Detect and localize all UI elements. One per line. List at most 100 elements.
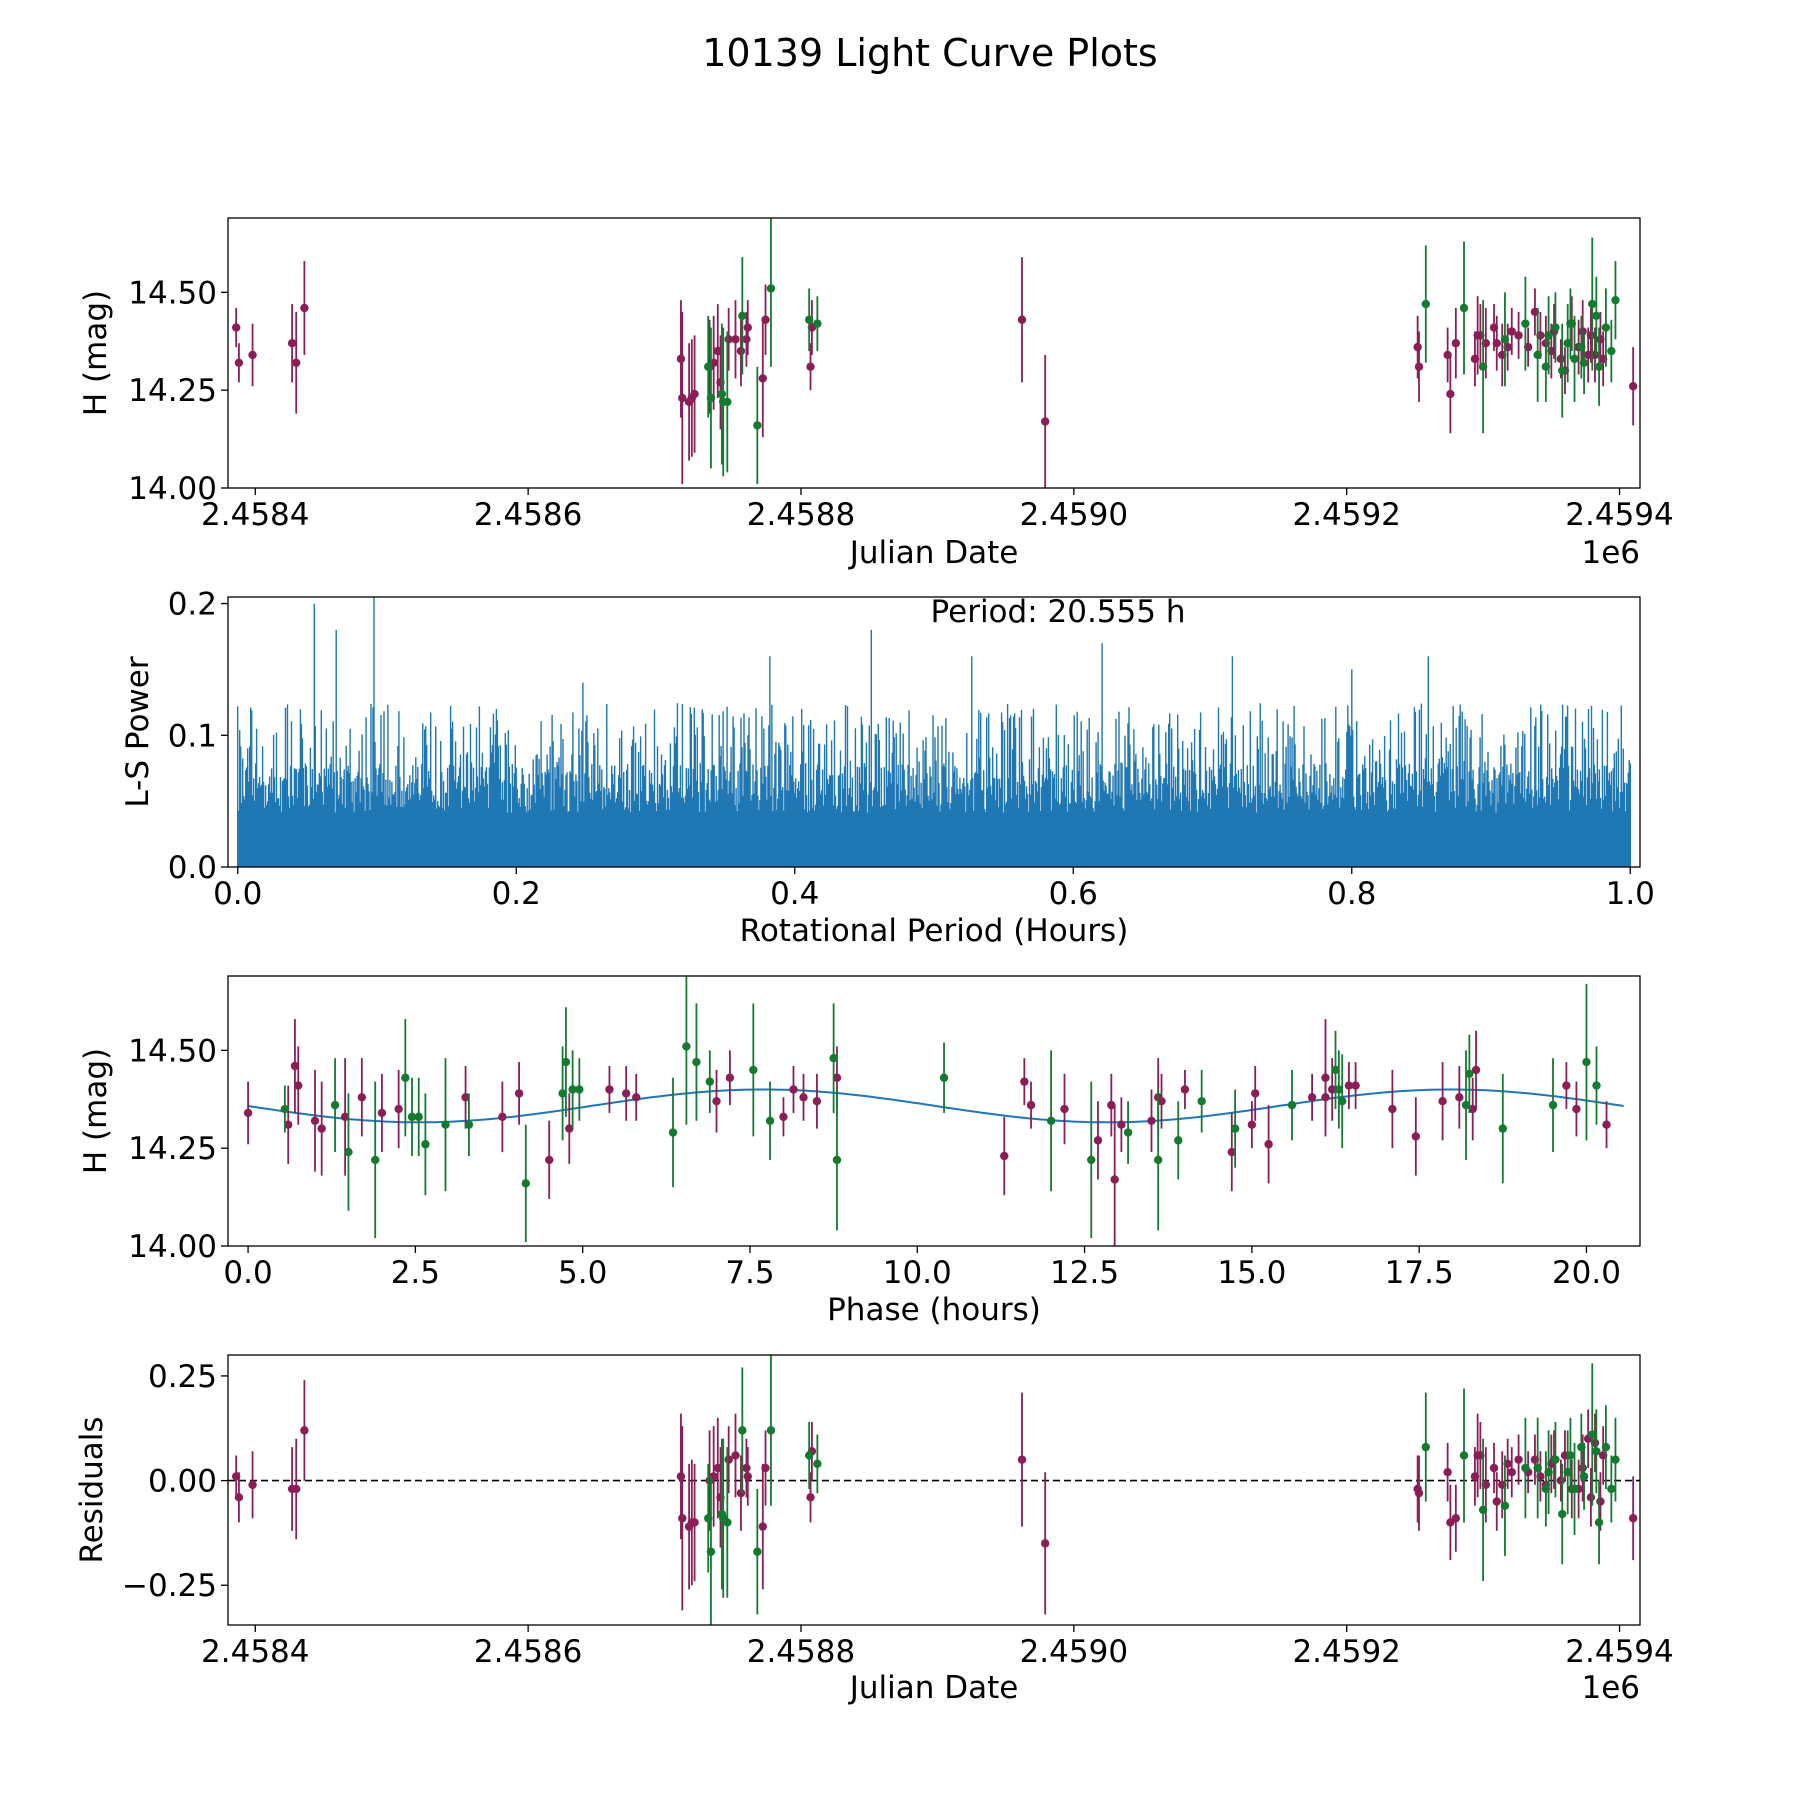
band_b-point [464, 1120, 474, 1129]
band_b-point [939, 1073, 949, 1082]
band_a-point [1578, 1463, 1587, 1473]
periodogram-x-ticks: 0.0 0.2 0.4 0.6 0.8 1.0 [213, 867, 1655, 912]
band_a-point [731, 335, 740, 344]
band_a-point [231, 323, 241, 332]
band_a-point [1507, 1468, 1516, 1477]
band_a-point [1471, 1065, 1481, 1075]
band_b-point [738, 311, 747, 321]
residuals-x-offset: 1e6 [1581, 1670, 1640, 1706]
band_a-point [248, 350, 257, 360]
band_a-point [1455, 1093, 1464, 1102]
band_b-point [441, 1120, 450, 1129]
band_a-point [1492, 1497, 1501, 1506]
band_a-point [761, 315, 770, 324]
band_a-point [806, 1493, 815, 1502]
band_b-point [1334, 1085, 1344, 1094]
band_a-point [1413, 342, 1422, 352]
y-tick-label: 0.2 [168, 587, 217, 623]
x-tick-label: 2.4590 [1020, 497, 1128, 533]
band_a-point [1443, 1468, 1452, 1477]
y-tick-label: 14.25 [128, 373, 217, 409]
band_b-point [1544, 331, 1553, 340]
band_a-point [1438, 1097, 1447, 1106]
data-layer [243, 976, 1624, 1246]
x-tick-label: 2.4592 [1292, 1634, 1400, 1670]
periodogram-x-label: Rotational Period (Hours) [740, 913, 1129, 949]
band_a-point [1307, 1093, 1317, 1102]
x-tick-label: 0.0 [223, 1255, 272, 1291]
phased-x-ticks: 0.0 2.5 5.0 7.5 10.0 12.5 15.0 17.5 20.0 [223, 1246, 1621, 1291]
band_a-point [1586, 1493, 1596, 1502]
x-tick-label: 2.4588 [747, 497, 855, 533]
band_b-point [1459, 1451, 1469, 1460]
band_a-point [712, 1097, 721, 1106]
band_a-point [1026, 1100, 1036, 1110]
y-tick-label: 0.0 [168, 850, 217, 886]
band_a-point [294, 1081, 303, 1090]
band_a-point [758, 1522, 767, 1531]
band_a-point [1562, 1081, 1571, 1090]
x-tick-label: 2.4588 [747, 1634, 855, 1670]
x-tick-label: 12.5 [1050, 1255, 1119, 1291]
band_a-point [1628, 1514, 1638, 1523]
band_b-point [414, 1112, 423, 1122]
lightcurve-x-offset: 1e6 [1581, 535, 1640, 571]
band_b-point [568, 1085, 577, 1094]
band_a-point [287, 339, 297, 348]
band_b-point [1331, 1065, 1340, 1075]
band_a-point [243, 1108, 253, 1118]
band_b-point [1478, 362, 1488, 371]
band_b-point [1174, 1136, 1183, 1145]
band_b-point [1551, 1455, 1560, 1464]
band_a-point [357, 1093, 367, 1102]
band_a-point [1468, 1104, 1477, 1114]
band_a-point [1351, 1081, 1360, 1090]
band_b-point [668, 1128, 678, 1137]
band_a-point [1040, 417, 1050, 426]
band_b-point [753, 421, 762, 430]
band_b-point [558, 1089, 567, 1098]
band_a-point [1327, 1085, 1337, 1094]
band_b-point [1461, 1100, 1471, 1110]
lightcurve-y-label: H (mag) [78, 290, 114, 416]
band_b-point [766, 284, 776, 293]
residuals-y-label: Residuals [74, 1416, 110, 1563]
band_a-point [676, 354, 686, 364]
band_b-point [766, 1426, 776, 1435]
band_a-point [799, 1093, 808, 1102]
x-tick-label: 2.4590 [1020, 1634, 1128, 1670]
data-layer [231, 218, 1638, 488]
band_a-point [1321, 1073, 1330, 1082]
band_a-point [234, 1493, 244, 1502]
band_a-point [300, 1426, 309, 1435]
band_a-point [1093, 1136, 1103, 1145]
band_a-point [632, 1093, 641, 1102]
band_a-point [290, 1061, 300, 1071]
data-layer [228, 1355, 1640, 1625]
band_a-point [812, 1097, 822, 1106]
band_a-point [1017, 315, 1027, 324]
band_b-point [1601, 1442, 1611, 1452]
phased-plot-area [243, 976, 1624, 1246]
band_b-point [1521, 1463, 1530, 1473]
band_a-point [377, 1108, 387, 1118]
band_b-point [1592, 1447, 1601, 1456]
band_a-point [676, 1472, 686, 1481]
band_a-point [284, 1120, 293, 1129]
band_b-point [280, 1104, 290, 1114]
band_a-point [1147, 1116, 1156, 1125]
band_a-point [1117, 1120, 1126, 1129]
periodogram-y-label: L-S Power [120, 656, 156, 807]
band_a-point [1411, 1132, 1421, 1141]
band_a-point [514, 1089, 524, 1098]
band_b-point [1601, 323, 1611, 332]
band_b-point [1544, 1468, 1553, 1477]
band_b-point [705, 1077, 715, 1086]
y-tick-label: −0.25 [122, 1568, 217, 1604]
band_a-point [1251, 1089, 1260, 1098]
periodogram-panel: 0.0 0.2 0.4 0.6 0.8 1.0 0.0 0.1 0.2 Period: 20.… [120, 587, 1655, 949]
band_b-point [1570, 1484, 1579, 1494]
band_a-point [1227, 1147, 1236, 1157]
band_a-point [310, 1116, 320, 1125]
x-tick-label: 2.4584 [201, 1634, 309, 1670]
